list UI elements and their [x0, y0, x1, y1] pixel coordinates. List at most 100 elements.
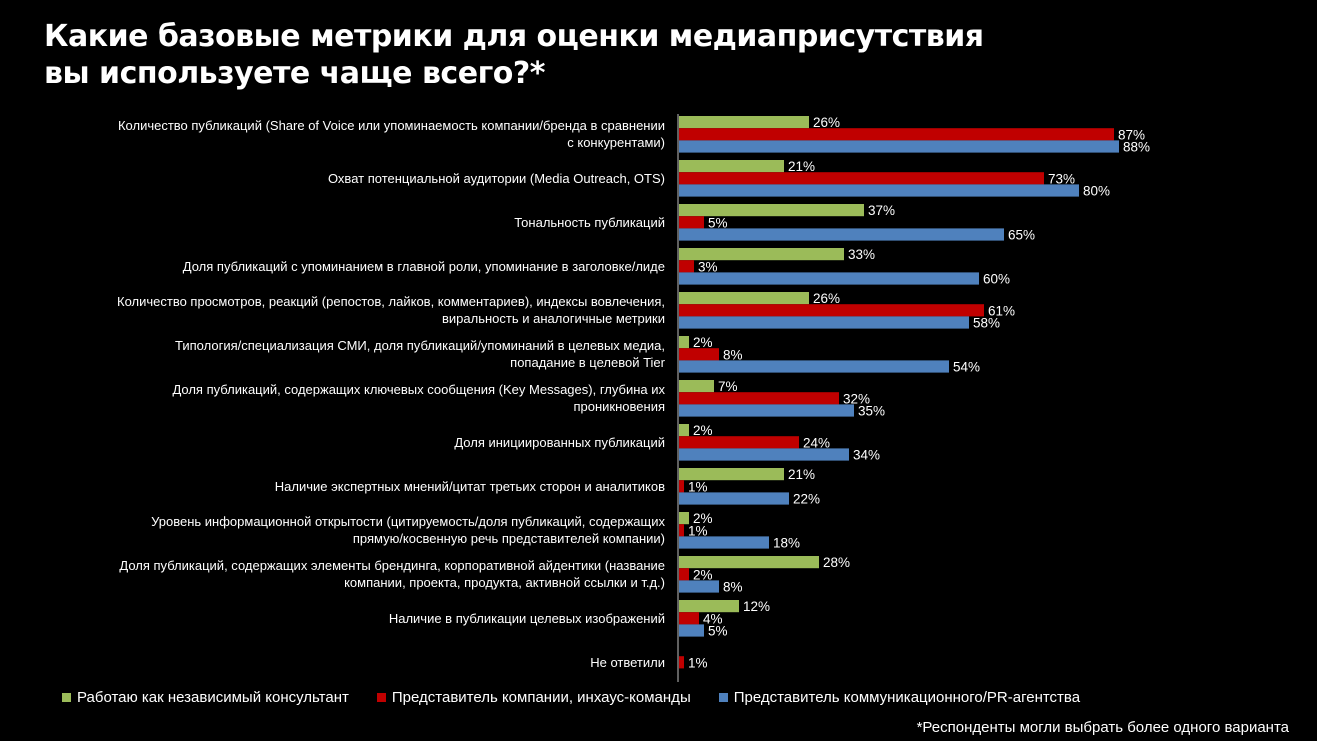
category-label-line: с конкурентами)	[567, 135, 665, 150]
category-label-5: Типология/специализация СМИ, доля публик…	[5, 337, 665, 371]
data-label-blue-1: 80%	[1083, 184, 1110, 199]
bar-green-6	[679, 380, 714, 393]
category-label-line: прямую/косвенную речь представителей ком…	[352, 531, 665, 546]
legend-swatch-green	[62, 693, 71, 702]
category-label-3: Доля публикаций с упоминанием в главной …	[5, 258, 665, 275]
category-label-line: Количество просмотров, реакций (репостов…	[117, 294, 665, 309]
bar-red-4	[679, 304, 984, 317]
bar-green-4	[679, 292, 809, 305]
bar-blue-4	[679, 316, 969, 329]
data-label-green-4: 26%	[813, 291, 840, 306]
legend-item-consultant: Работаю как независимый консультант	[62, 689, 349, 706]
legend-label-inhouse: Представитель компании, инхаус-команды	[391, 689, 691, 706]
bar-green-7	[679, 424, 689, 437]
bar-green-1	[679, 160, 784, 173]
category-label-2: Тональность публикаций	[5, 214, 665, 231]
bar-blue-1	[679, 184, 1079, 197]
category-label-line: Тональность публикаций	[514, 214, 665, 230]
chart-title-line-2: вы используете чаще всего?*	[44, 56, 545, 91]
data-label-green-10: 28%	[823, 555, 850, 570]
data-label-green-9: 2%	[693, 511, 713, 526]
data-label-red-9: 1%	[688, 523, 708, 538]
category-label-9: Уровень информационной открытости (цитир…	[5, 513, 665, 547]
bar-blue-3	[679, 272, 979, 285]
bar-green-3	[679, 248, 844, 261]
bar-green-8	[679, 468, 784, 481]
data-label-green-5: 2%	[693, 335, 713, 350]
data-label-red-0: 87%	[1118, 127, 1145, 142]
category-label-line: попадание в целевой Tier	[510, 355, 665, 370]
category-label-line: Доля инициированных публикаций	[454, 434, 665, 450]
data-label-green-8: 21%	[788, 467, 815, 482]
bar-red-9	[679, 524, 684, 537]
chart-title: Какие базовые метрики для оценки медиапр…	[44, 18, 1044, 92]
data-label-red-7: 24%	[803, 435, 830, 450]
data-label-blue-5: 54%	[953, 360, 980, 375]
category-label-line: Не ответили	[590, 654, 665, 670]
data-label-blue-7: 34%	[853, 448, 880, 463]
category-label-line: компании, проекта, продукта, активной сс…	[344, 575, 665, 590]
bar-blue-11	[679, 624, 704, 637]
category-label-0: Количество публикаций (Share of Voice ил…	[5, 117, 665, 151]
category-label-line: Уровень информационной открытости (цитир…	[151, 514, 665, 529]
bar-red-11	[679, 612, 699, 625]
data-label-red-6: 32%	[843, 391, 870, 406]
data-label-blue-0: 88%	[1123, 140, 1150, 155]
data-label-blue-3: 60%	[983, 272, 1010, 287]
bar-red-8	[679, 480, 684, 493]
bar-red-6	[679, 392, 839, 405]
data-label-blue-10: 8%	[723, 580, 743, 595]
category-label-line: проникновения	[573, 399, 665, 414]
data-label-blue-2: 65%	[1008, 228, 1035, 243]
data-label-green-11: 12%	[743, 599, 770, 614]
chart-title-line-1: Какие базовые метрики для оценки медиапр…	[44, 19, 984, 54]
bar-blue-0	[679, 140, 1119, 153]
footnote: *Респонденты могли выбрать более одного …	[916, 719, 1289, 736]
bar-red-10	[679, 568, 689, 581]
data-label-red-4: 61%	[988, 303, 1015, 318]
bar-blue-7	[679, 448, 849, 461]
bar-blue-10	[679, 580, 719, 593]
bar-blue-6	[679, 404, 854, 417]
category-label-line: Количество публикаций (Share of Voice ил…	[117, 118, 665, 133]
bar-red-0	[679, 128, 1114, 141]
data-label-red-1: 73%	[1048, 171, 1075, 186]
data-label-blue-8: 22%	[793, 492, 820, 507]
data-label-red-2: 5%	[708, 215, 728, 230]
data-label-red-5: 8%	[723, 347, 743, 362]
category-label-7: Доля инициированных публикаций	[5, 434, 665, 451]
data-label-blue-4: 58%	[973, 316, 1000, 331]
data-label-green-1: 21%	[788, 159, 815, 174]
bar-green-2	[679, 204, 864, 217]
category-label-10: Доля публикаций, содержащих элементы бре…	[5, 557, 665, 591]
bar-red-1	[679, 172, 1044, 185]
data-label-red-8: 1%	[688, 479, 708, 494]
data-label-blue-9: 18%	[773, 536, 800, 551]
legend-item-agency: Представитель коммуникационного/PR-агент…	[718, 689, 1080, 706]
data-label-red-10: 2%	[693, 567, 713, 582]
category-label-line: Наличие экспертных мнений/цитат третьих …	[274, 478, 665, 494]
bar-red-7	[679, 436, 799, 449]
category-label-6: Доля публикаций, содержащих ключевых соо…	[5, 381, 665, 415]
category-label-line: Охват потенциальной аудитории (Media Out…	[327, 170, 665, 186]
bar-green-0	[679, 116, 809, 129]
data-label-blue-6: 35%	[858, 404, 885, 419]
category-label-line: Доля публикаций, содержащих элементы бре…	[119, 558, 665, 573]
category-label-line: Доля публикаций с упоминанием в главной …	[182, 258, 665, 274]
bar-green-10	[679, 556, 819, 569]
data-label-green-6: 7%	[718, 379, 738, 394]
legend-item-inhouse: Представитель компании, инхаус-команды	[376, 689, 691, 706]
category-label-12: Не ответили	[5, 654, 665, 671]
bar-red-2	[679, 216, 704, 229]
data-label-red-12: 1%	[688, 655, 708, 670]
category-label-4: Количество просмотров, реакций (репостов…	[5, 293, 665, 327]
data-label-blue-11: 5%	[708, 624, 728, 639]
bar-blue-8	[679, 492, 789, 505]
bar-green-5	[679, 336, 689, 349]
category-label-8: Наличие экспертных мнений/цитат третьих …	[5, 478, 665, 495]
bar-blue-9	[679, 536, 769, 549]
data-label-green-3: 33%	[848, 247, 875, 262]
bar-green-11	[679, 600, 739, 613]
bar-red-12	[679, 656, 684, 669]
